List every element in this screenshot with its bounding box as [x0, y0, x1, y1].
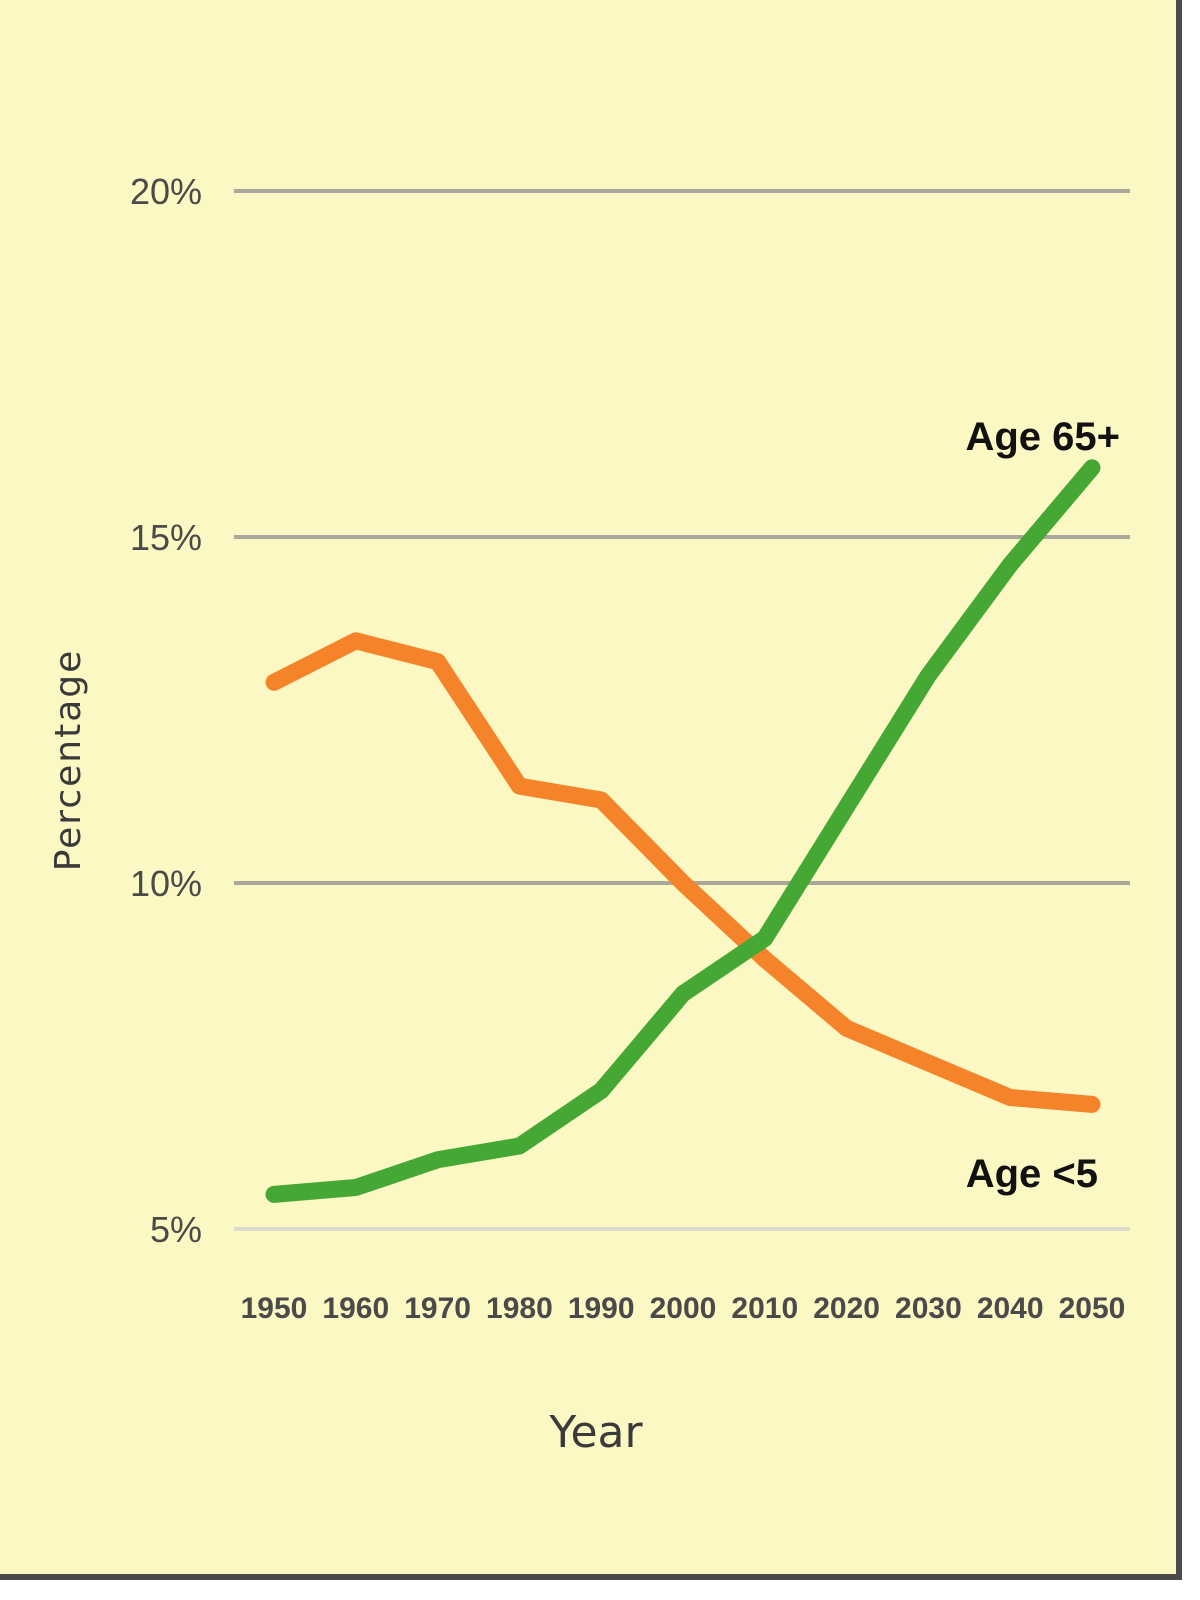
y-tick-label: 5%: [150, 1209, 202, 1250]
gridlines: [234, 189, 1130, 1231]
x-tick-label: 1970: [404, 1292, 471, 1325]
series-line-age-under-5: [265, 632, 1101, 1113]
x-axis-ticks: 1950 1960 1970 1980 1990 2000 2010 2020 2030 2040…: [241, 1292, 1126, 1325]
series-line-age-65-plus: [265, 459, 1101, 1203]
series-labels: Age <5 Age 65+: [965, 415, 1120, 1196]
chart-frame: 5% 10% 15% 20% 1950 1960 1970 1980 1990 2000 2010…: [0, 0, 1182, 1580]
x-tick-label: 2000: [650, 1292, 717, 1325]
x-tick-label: 1960: [322, 1292, 389, 1325]
x-tick-label: 1990: [568, 1292, 635, 1325]
x-tick-label: 2010: [731, 1292, 798, 1325]
series-label-age-65-plus: Age 65+: [965, 415, 1120, 459]
y-tick-label: 15%: [130, 517, 202, 558]
y-tick-label: 10%: [130, 863, 202, 904]
x-tick-label: 1950: [241, 1292, 308, 1325]
y-axis-title: Percentage: [48, 649, 89, 872]
line-chart: 5% 10% 15% 20% 1950 1960 1970 1980 1990 2000 2010…: [48, 171, 1130, 1458]
series-label-age-under-5: Age <5: [966, 1152, 1098, 1196]
x-tick-label: 2050: [1059, 1292, 1126, 1325]
y-axis-ticks: 5% 10% 15% 20%: [130, 171, 202, 1250]
x-tick-label: 2020: [813, 1292, 880, 1325]
x-axis-title: Year: [548, 1407, 643, 1458]
x-tick-label: 2040: [977, 1292, 1044, 1325]
series-lines: [265, 459, 1101, 1203]
y-tick-label: 20%: [130, 171, 202, 212]
x-tick-label: 1980: [486, 1292, 553, 1325]
x-tick-label: 2030: [895, 1292, 962, 1325]
